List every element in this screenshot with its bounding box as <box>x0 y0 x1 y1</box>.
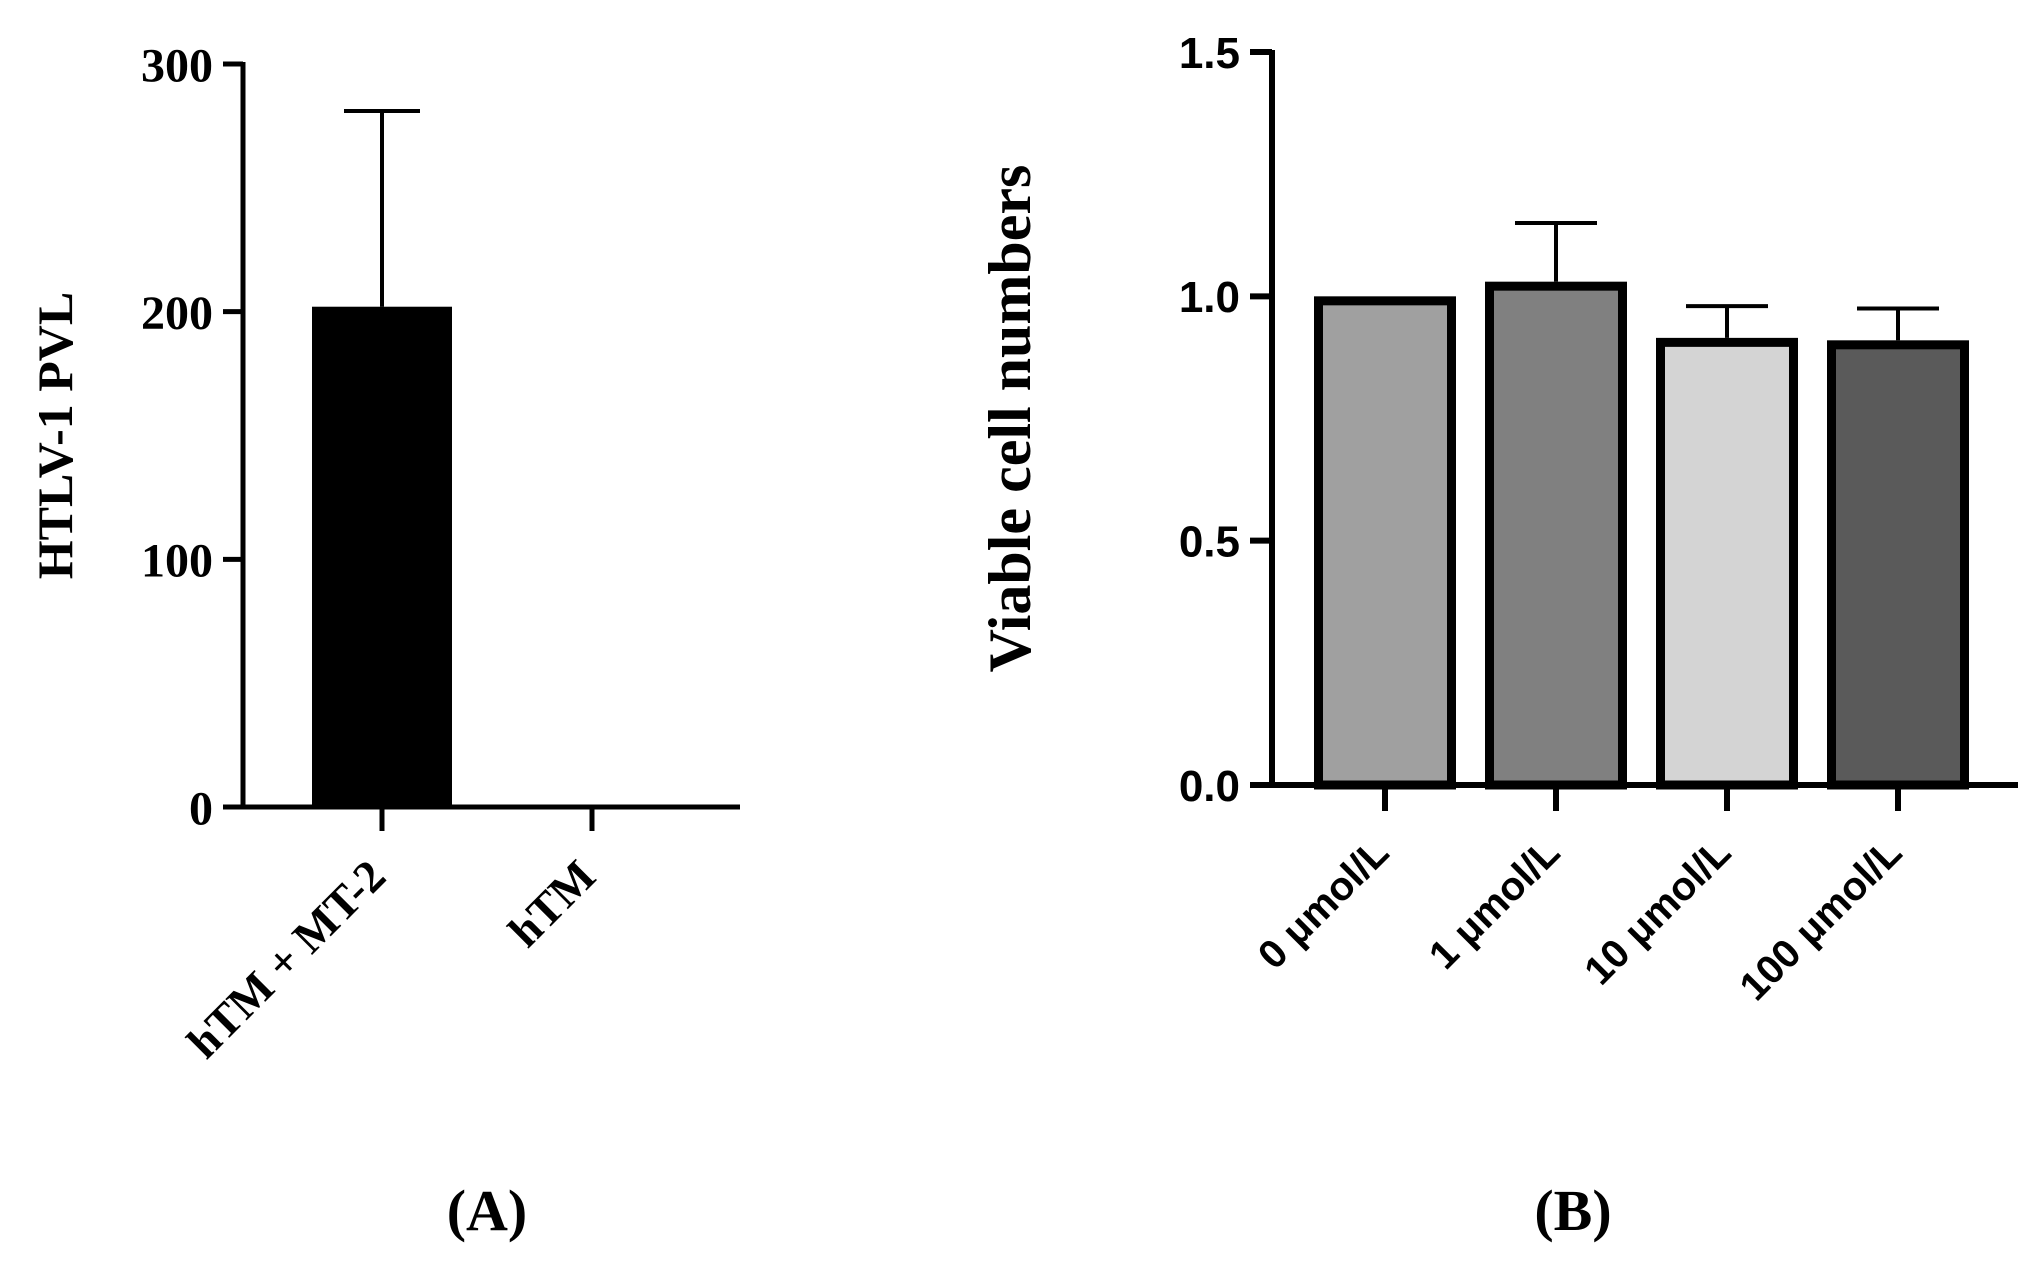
bar-b-0 <box>1314 296 1456 790</box>
y-tick-label-b-3: 1.5 <box>1179 29 1240 78</box>
bar-b-1 <box>1485 281 1627 790</box>
x-tick-label-b-3: 100 μmol/L <box>1731 830 1910 1009</box>
x-tick-label-b-2: 10 μmol/L <box>1576 830 1739 993</box>
y-tick-label-b-0: 0.0 <box>1179 762 1240 811</box>
y-tick-label-a-2: 200 <box>141 287 213 340</box>
y-tick-label-a-3: 300 <box>141 39 213 92</box>
bar-b-3 <box>1827 340 1969 790</box>
y-tick-label-b-1: 0.5 <box>1179 518 1240 567</box>
x-tick-label-b-0: 0 μmol/L <box>1250 830 1397 977</box>
bar-a-0 <box>312 306 452 807</box>
x-tick-label-b-1: 1 μmol/L <box>1421 830 1568 977</box>
y-tick-label-a-1: 100 <box>141 535 213 588</box>
chart-a: 0 100 200 300 hTM + MT-2 hTM HTLV-1 PVL <box>27 39 740 1068</box>
chart-b: 0.0 0.5 1.0 1.5 0 μmol/L 1 μmol/L 10 μmol/L100… <box>977 29 2018 1009</box>
bar-b-2 <box>1656 337 1798 790</box>
panel-label-b: (B) <box>1534 1178 1611 1243</box>
y-axis-title-a: HTLV-1 PVL <box>27 292 83 580</box>
x-tick-label-a-1: hTM <box>499 850 606 957</box>
y-tick-label-b-2: 1.0 <box>1179 273 1240 322</box>
panel-label-a: (A) <box>447 1178 528 1243</box>
x-tick-label-a-0: hTM + MT-2 <box>177 850 395 1068</box>
y-axis-title-b: Viable cell numbers <box>977 165 1043 673</box>
y-tick-label-a-0: 0 <box>189 782 213 835</box>
